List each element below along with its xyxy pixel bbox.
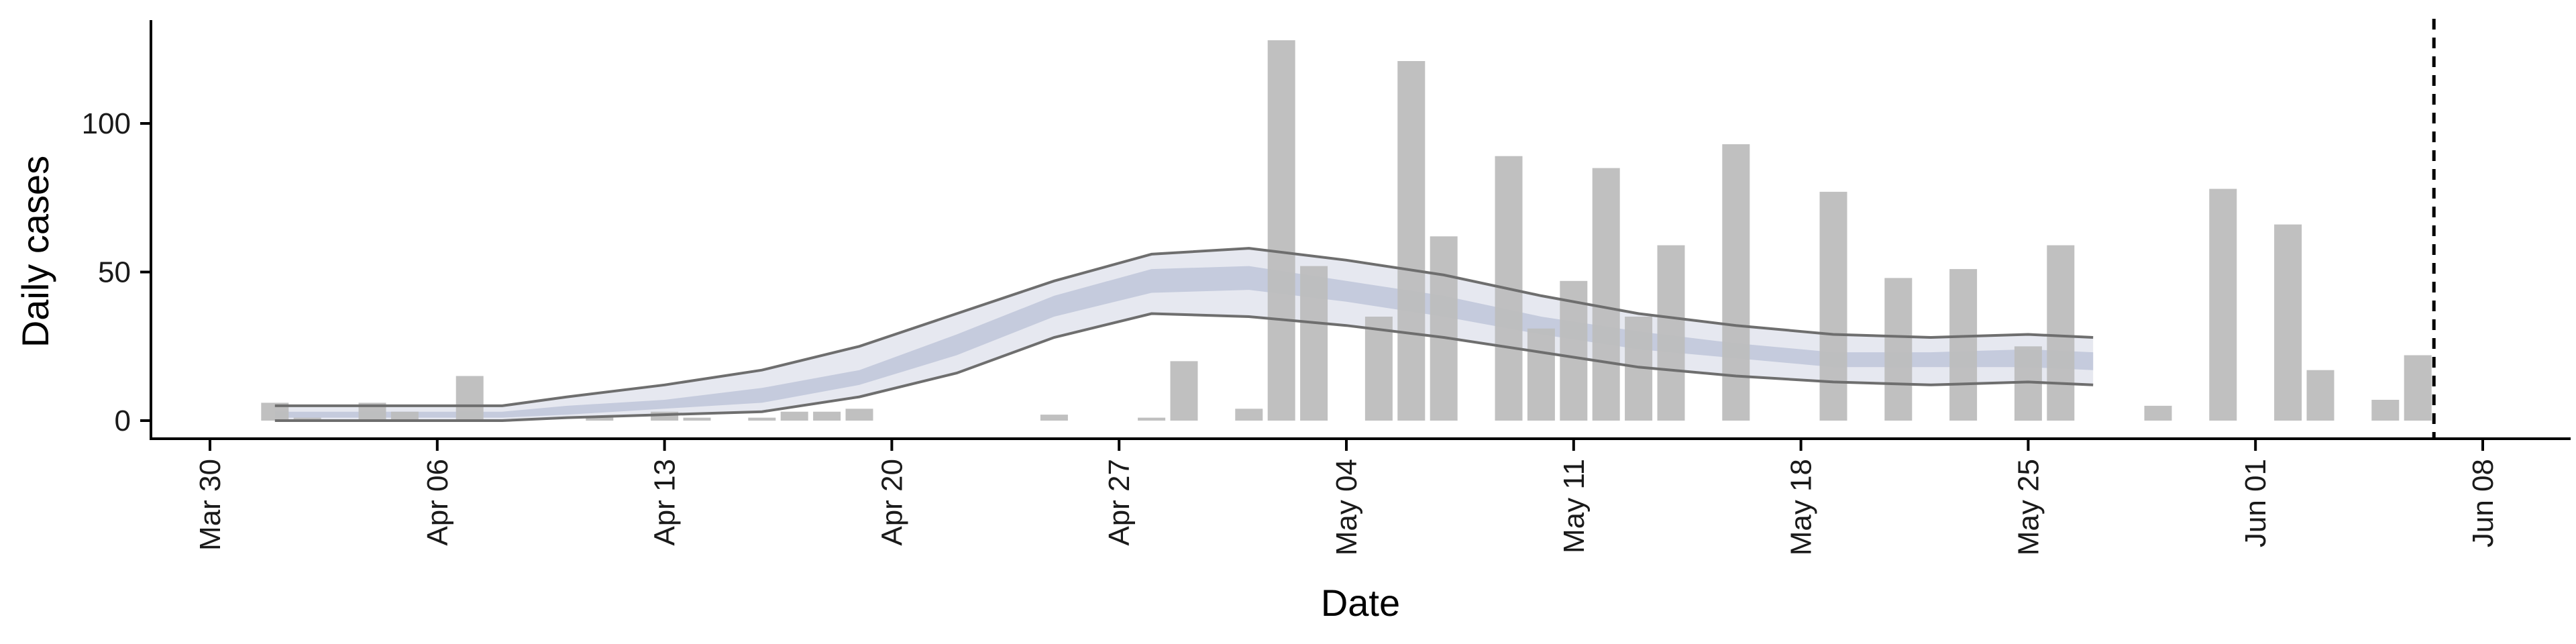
bar-2020-04-02 xyxy=(293,417,321,421)
bar-2020-06-05 xyxy=(2371,400,2400,421)
bar-2020-04-07 xyxy=(455,376,484,421)
x-tick-label-2020-06-08: Jun 08 xyxy=(2467,459,2500,547)
x-tick-label-2020-05-18: May 18 xyxy=(1785,459,1818,555)
bar-2020-04-11 xyxy=(586,417,614,421)
lower-interval-line xyxy=(274,312,2094,422)
bar-2020-05-03 xyxy=(1300,266,1328,421)
bar-2020-05-19 xyxy=(1819,191,1847,421)
axes: 0 50 100 Mar 30 Apr 06 Apr 13 Apr 20 Apr 27 May … xyxy=(82,20,2571,555)
bar-2020-05-12 xyxy=(1592,168,1620,421)
bar-2020-05-14 xyxy=(1657,245,1685,421)
bar-2020-06-06 xyxy=(2404,355,2432,421)
x-tick-label-2020-05-25: May 25 xyxy=(2012,459,2045,555)
bar-2020-06-02 xyxy=(2274,224,2302,421)
interval-edge-lines xyxy=(274,247,2094,422)
x-tick-label-2020-05-11: May 11 xyxy=(1558,459,1591,553)
bar-2020-05-01 xyxy=(1235,409,1263,421)
bar-2020-05-07 xyxy=(1430,236,1458,421)
daily-case-bars xyxy=(261,40,2432,421)
x-tick-label-2020-03-30: Mar 30 xyxy=(194,459,227,551)
x-tick-label-2020-04-20: Apr 20 xyxy=(875,459,908,546)
x-tick-label-2020-04-27: Apr 27 xyxy=(1103,459,1136,546)
y-tick-label-0: 0 xyxy=(115,405,131,437)
bar-2020-04-14 xyxy=(683,417,711,421)
bar-2020-04-28 xyxy=(1138,417,1166,421)
x-tick-label-2020-04-06: Apr 06 xyxy=(421,459,454,546)
x-tick-label-2020-05-04: May 04 xyxy=(1330,459,1363,555)
bar-2020-04-29 xyxy=(1170,361,1198,421)
bar-2020-04-19 xyxy=(845,409,873,421)
x-axis-title: Date xyxy=(1321,582,1400,624)
y-tick-label-50: 50 xyxy=(98,256,131,289)
bar-2020-04-18 xyxy=(813,411,841,421)
bar-2020-04-16 xyxy=(748,417,776,421)
bar-2020-05-21 xyxy=(1884,278,1913,421)
bar-2020-04-25 xyxy=(1040,415,1068,421)
bar-2020-04-17 xyxy=(780,411,808,421)
x-tick-label-2020-06-01: Jun 01 xyxy=(2239,459,2272,547)
bar-2020-05-29 xyxy=(2144,405,2172,421)
bar-2020-05-23 xyxy=(1949,269,1978,421)
bar-2020-05-06 xyxy=(1397,61,1426,421)
y-axis-title: Daily cases xyxy=(14,156,56,347)
bar-2020-06-03 xyxy=(2306,370,2334,421)
x-tick-label-2020-04-13: Apr 13 xyxy=(649,459,682,546)
bar-2020-05-16 xyxy=(1722,144,1750,421)
bar-2020-04-05 xyxy=(390,411,419,421)
outer-interval-band xyxy=(274,248,2094,421)
bar-2020-05-26 xyxy=(2047,245,2075,421)
y-tick-label-100: 100 xyxy=(82,107,131,140)
bar-2020-05-10 xyxy=(1527,328,1555,421)
bar-2020-05-02 xyxy=(1267,40,1295,421)
bar-2020-05-31 xyxy=(2209,189,2237,421)
bar-2020-05-05 xyxy=(1364,317,1393,421)
credible-interval-bands xyxy=(274,248,2094,421)
upper-interval-line xyxy=(274,247,2094,407)
